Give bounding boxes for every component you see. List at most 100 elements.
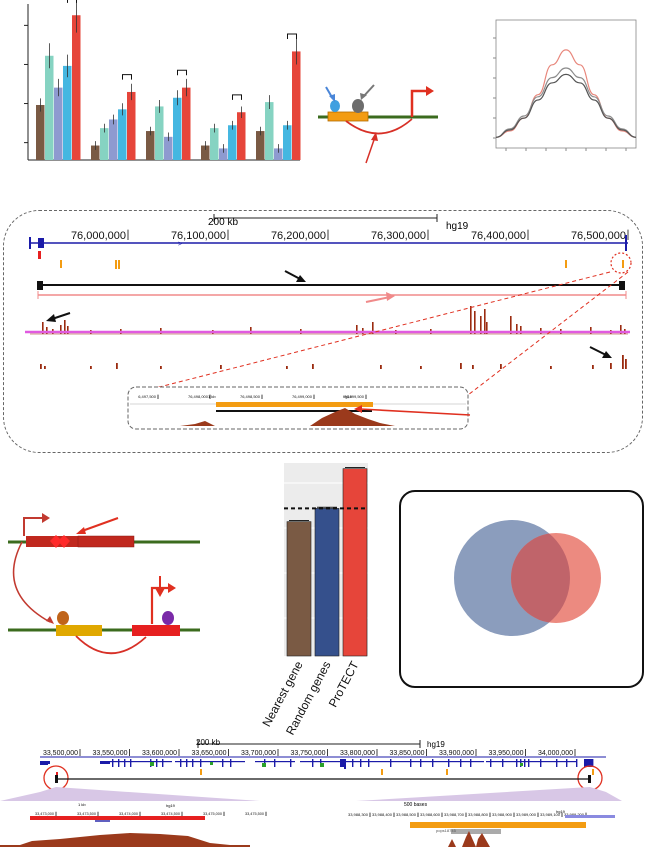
bar xyxy=(286,521,312,657)
venn-panel xyxy=(399,490,644,688)
exon xyxy=(222,759,224,767)
exon xyxy=(470,759,472,767)
signal-peak xyxy=(40,364,42,369)
genome-browser-1: 200 kb hg19 76,000,000 76,100,000 76,200,0… xyxy=(25,214,632,430)
coordinate-label: 76,100,000 xyxy=(171,230,226,242)
exon-block xyxy=(584,759,592,767)
exon xyxy=(390,759,392,767)
bar xyxy=(265,102,274,160)
signal-peak xyxy=(380,365,382,369)
signal-peak xyxy=(286,366,288,369)
inset2-assembly: hg19 xyxy=(166,803,176,808)
exon xyxy=(112,759,114,767)
coordinate-label: 33,989,000 xyxy=(516,812,537,817)
element-orange xyxy=(446,769,448,775)
bar xyxy=(314,508,340,657)
signal-peak xyxy=(480,316,482,334)
inset1-scale-label: 1 kb xyxy=(208,394,216,399)
coordinate-label: 76,498,500 xyxy=(240,394,261,399)
bar xyxy=(91,145,100,160)
signal-peak xyxy=(620,325,622,334)
significance-bracket xyxy=(122,74,132,80)
signal-peak xyxy=(356,325,358,334)
element-orange xyxy=(592,769,594,775)
bar xyxy=(256,131,265,160)
signal-peak xyxy=(484,309,486,334)
signal-peak xyxy=(474,311,476,334)
exon xyxy=(130,759,132,767)
exon xyxy=(290,759,292,767)
factor-blue xyxy=(330,100,340,112)
coordinate-label: 33,988,700 xyxy=(444,812,465,817)
significance-bracket xyxy=(177,69,187,76)
signal-peak xyxy=(64,320,66,334)
inset1-assembly: hg19 xyxy=(343,394,353,399)
loop-arc xyxy=(345,118,413,135)
signal-peak xyxy=(550,366,552,369)
series-line xyxy=(495,67,637,138)
bar xyxy=(54,87,63,160)
series-line xyxy=(495,73,637,138)
gene-body xyxy=(44,761,50,764)
signal-peak xyxy=(500,364,502,369)
coordinate-label: 33,989,200 xyxy=(564,812,585,817)
bar xyxy=(228,125,237,160)
exon xyxy=(566,759,568,767)
element-green xyxy=(150,762,154,766)
exon xyxy=(360,759,362,767)
significance-bracket xyxy=(232,94,242,100)
exon xyxy=(186,759,188,767)
coordinate-label: 33,850,000 xyxy=(389,750,424,757)
exon xyxy=(448,759,450,767)
exon xyxy=(592,759,594,767)
exon-block xyxy=(344,759,346,769)
exon xyxy=(200,759,202,767)
gene-body xyxy=(486,761,516,763)
coordinate-label: 33,988,500 xyxy=(396,812,417,817)
exon xyxy=(312,759,314,767)
signal-peak xyxy=(250,327,252,334)
bar xyxy=(237,112,246,160)
enhancer-box xyxy=(327,111,369,122)
exon xyxy=(490,759,492,767)
coordinate-label: 33,989,100 xyxy=(540,812,561,817)
element-green xyxy=(262,763,266,767)
coordinate-label: 34,000,000 xyxy=(538,750,573,757)
element-green xyxy=(210,762,213,765)
scale-label: 200 kb xyxy=(208,217,238,228)
coordinate-label: 33,600,000 xyxy=(142,750,177,757)
signal-peak xyxy=(520,326,522,334)
signal-peak xyxy=(42,322,44,334)
bar xyxy=(274,148,283,160)
svg-text:>: > xyxy=(178,241,182,248)
zoom-inset-1 xyxy=(127,386,469,430)
exon xyxy=(118,759,120,767)
bar xyxy=(342,468,368,657)
signal-peak xyxy=(610,363,612,369)
assembly-label: hg19 xyxy=(446,221,469,232)
coordinate-label: 76,200,000 xyxy=(271,230,326,242)
coordinate-label: 76,000,000 xyxy=(71,230,126,242)
bar xyxy=(283,125,292,160)
exon xyxy=(180,759,182,767)
coordinate-label: 33,988,600 xyxy=(420,812,441,817)
element-green xyxy=(520,763,523,766)
exon xyxy=(556,759,558,767)
coordinate-label: 76,499,000 xyxy=(292,394,313,399)
bar xyxy=(36,104,45,160)
coordinate-label: 33,988,900 xyxy=(492,812,513,817)
bar xyxy=(155,106,164,160)
regulatory-schematic-top xyxy=(318,84,438,164)
bar xyxy=(201,145,210,160)
bar xyxy=(127,91,136,160)
gene-body xyxy=(404,761,444,763)
inset2-scale-label: 1 kb xyxy=(78,802,86,807)
bar xyxy=(72,15,81,160)
element-green xyxy=(320,763,324,767)
signal-peak xyxy=(90,366,92,369)
exon xyxy=(528,759,530,767)
inset3-gray-label: pops18745 xyxy=(436,828,457,833)
coordinate-label: 33,473,500 xyxy=(77,812,96,816)
assembly2-label: hg19 xyxy=(427,740,445,749)
inset3-scale-label: 500 bases xyxy=(404,802,428,808)
